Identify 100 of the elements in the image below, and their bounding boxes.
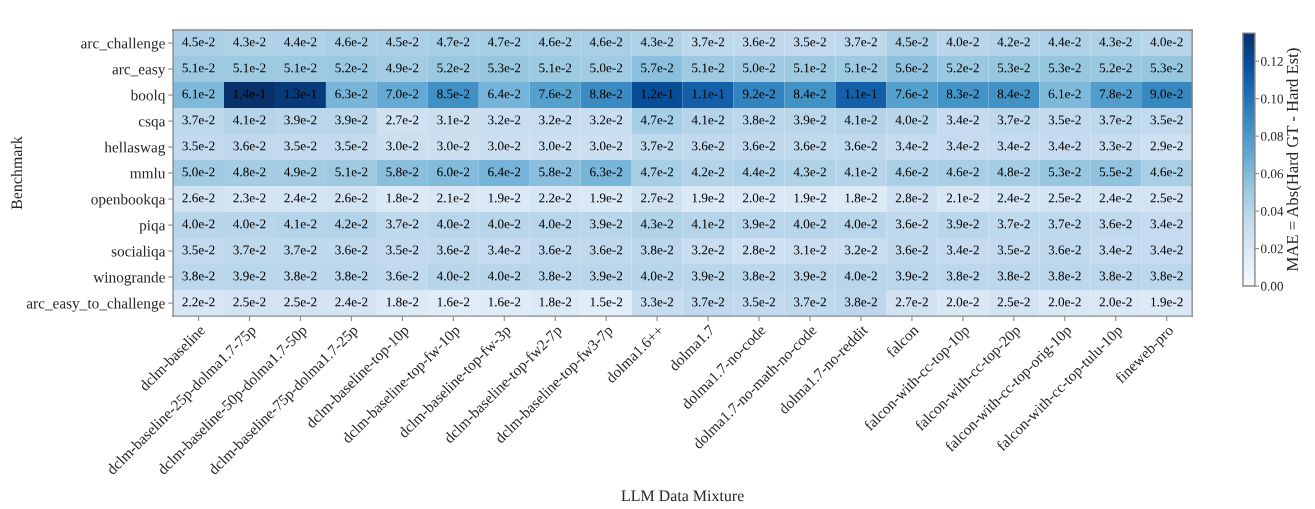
data-label: 4.6e-2 [334, 37, 368, 47]
data-label: 3.4e-2 [1150, 245, 1183, 255]
y-axis-title: Benchmark [10, 136, 23, 210]
data-label: 5.2e-2 [437, 63, 470, 73]
y-tick-label: boolq [130, 89, 166, 104]
data-label: 3.8e-2 [997, 271, 1030, 281]
data-label: 3.7e-2 [182, 115, 215, 125]
data-label: 3.6e-2 [386, 271, 419, 281]
data-label: 3.4e-2 [1048, 141, 1081, 151]
data-label: 3.6e-2 [793, 141, 826, 151]
data-label: 2.4e-2 [335, 297, 368, 307]
data-label: 1.9e-2 [1151, 297, 1183, 307]
data-label: 2.7e-2 [386, 115, 419, 125]
data-label: 3.7e-2 [284, 245, 317, 255]
data-label: 3.7e-2 [386, 219, 419, 229]
data-label: 4.6e-2 [1150, 167, 1183, 177]
data-label: 4.1e-2 [691, 219, 725, 229]
data-label: 3.4e-2 [946, 141, 979, 151]
data-label: 6.1e-2 [182, 89, 215, 99]
data-label: 4.0e-2 [436, 219, 470, 229]
data-label: 5.2e-2 [1099, 63, 1132, 73]
color-bar-label: 0.10 [1260, 94, 1284, 104]
data-label: 3.7e-2 [844, 37, 877, 47]
data-label: 4.8e-2 [233, 167, 266, 177]
data-label: 4.1e-2 [844, 115, 877, 125]
data-label: 2.9e-2 [1150, 141, 1183, 151]
data-label: 6.1e-2 [1048, 89, 1081, 99]
data-label: 3.8e-2 [946, 271, 979, 281]
data-label: 4.7e-2 [436, 37, 470, 47]
data-label: 9.2e-2 [742, 89, 775, 99]
data-label: 3.6e-2 [590, 245, 623, 255]
y-tick-label: arc_challenge [81, 37, 165, 52]
data-label: 4.2e-2 [691, 167, 725, 177]
data-label: 6.4e-2 [488, 89, 521, 99]
data-label: 4.0e-2 [640, 271, 674, 281]
data-label: 1.5e-2 [590, 297, 623, 307]
data-label: 3.7e-2 [641, 141, 674, 151]
data-label: 4.7e-2 [640, 167, 674, 177]
data-label: 2.4e-2 [997, 193, 1030, 203]
data-label: 2.5e-2 [233, 297, 266, 307]
data-label: 4.3e-2 [640, 37, 674, 47]
data-label: 4.6e-2 [895, 167, 928, 177]
data-label: 3.7e-2 [997, 219, 1030, 229]
data-label: 5.7e-2 [641, 63, 674, 73]
data-label: 4.0e-2 [233, 219, 266, 229]
data-label: 7.6e-2 [539, 89, 572, 99]
data-label: 6.4e-2 [488, 167, 521, 177]
data-label: 3.7e-2 [997, 115, 1030, 125]
data-label: 5.0e-2 [182, 167, 215, 177]
data-label: 3.9e-2 [335, 115, 368, 125]
data-label: 2.6e-2 [182, 193, 215, 203]
data-label: 4.5e-2 [895, 37, 928, 47]
data-label: 3.5e-2 [386, 245, 419, 255]
data-label: 4.0e-2 [895, 115, 928, 125]
data-label: 3.4e-2 [946, 245, 979, 255]
data-label: 3.6e-2 [335, 245, 368, 255]
data-label: 1.8e-2 [845, 193, 877, 203]
color-bar-title: MAE = Abs(Hard GT - Hard Est) [1286, 48, 1302, 272]
color-bar-label: 0.06 [1260, 169, 1284, 179]
data-label: 3.8e-2 [1150, 271, 1183, 281]
data-label: 2.4e-2 [1099, 193, 1132, 203]
data-label: 5.2e-2 [335, 63, 368, 73]
data-label: 5.3e-2 [997, 63, 1030, 73]
data-label: 4.9e-2 [385, 63, 419, 73]
data-label: 4.2e-2 [997, 37, 1030, 47]
y-tick-label: piqa [139, 220, 166, 234]
data-label: 2.0e-2 [1048, 297, 1081, 307]
data-label: 3.6e-2 [895, 245, 928, 255]
data-label: 3.5e-2 [284, 141, 317, 151]
data-label: 3.7e-2 [793, 297, 826, 307]
data-label: 3.0e-2 [539, 141, 572, 151]
data-label: 5.0e-2 [590, 63, 623, 73]
data-label: 3.5e-2 [182, 141, 215, 151]
data-label: 3.4e-2 [488, 245, 521, 255]
data-label: 3.9e-2 [895, 271, 928, 281]
data-label: 3.4e-2 [1099, 245, 1132, 255]
data-label: 8.5e-2 [437, 89, 470, 99]
data-label: 8.8e-2 [590, 89, 623, 99]
data-label: 5.1e-2 [284, 63, 317, 73]
data-label: 1.6e-2 [488, 297, 521, 307]
data-label: 9.0e-2 [1150, 89, 1183, 99]
data-label: 4.0e-2 [487, 219, 521, 229]
data-label: 3.8e-2 [1099, 271, 1132, 281]
data-label: 3.6e-2 [1099, 219, 1132, 229]
data-label: 4.7e-2 [487, 37, 521, 47]
data-label: 3.9e-2 [743, 219, 775, 229]
data-label: 5.1e-2 [692, 63, 725, 73]
data-label: 3.7e-2 [233, 245, 266, 255]
data-label: 3.2e-2 [539, 115, 572, 125]
data-label: 7.8e-2 [1099, 89, 1132, 99]
data-label: 3.7e-2 [692, 297, 725, 307]
data-label: 3.6e-2 [743, 37, 775, 47]
data-label: 3.6e-2 [844, 141, 877, 151]
data-label: 3.2e-2 [488, 115, 521, 125]
data-label: 3.9e-2 [590, 271, 623, 281]
y-tick-label: arc_easy_to_challenge [26, 297, 165, 312]
data-label: 2.5e-2 [1150, 193, 1183, 203]
data-label: 1.9e-2 [488, 193, 521, 203]
data-label: 5.1e-2 [182, 63, 215, 73]
data-label: 3.7e-2 [1048, 219, 1081, 229]
